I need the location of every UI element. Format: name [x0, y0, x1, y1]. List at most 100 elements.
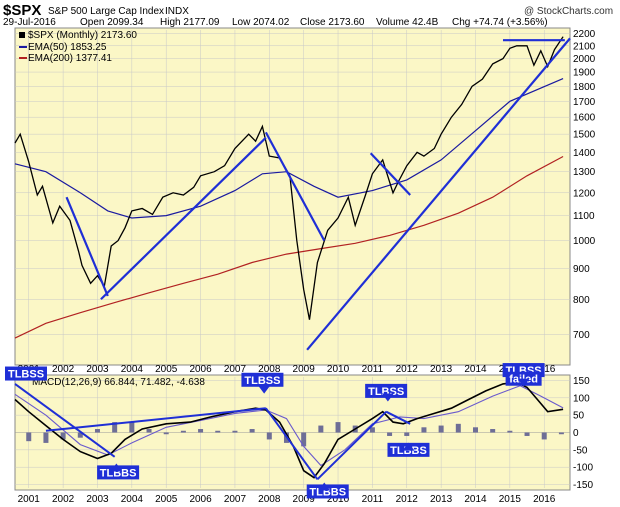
macd-histogram-bar: [232, 430, 238, 433]
macd-histogram: [26, 422, 564, 447]
price-y-tick-label: 1400: [573, 148, 596, 159]
annotation-arrow: [318, 482, 331, 491]
annotations: TLBSSTLBBSTLBSSTLBBSTLBSSTLBBSTLBSSfaile…: [5, 363, 545, 499]
macd-histogram-bar: [507, 430, 513, 433]
macd-histogram-bar: [129, 422, 135, 433]
header-low: Low 2074.02: [232, 17, 290, 28]
annotation-label: TLBBS: [100, 467, 137, 479]
annotation-tlbss: TLBSS: [5, 366, 47, 381]
annotation-box: [241, 372, 284, 387]
annotation-label: TLBSS: [368, 386, 404, 398]
price-y-tick-label: 1600: [573, 113, 596, 124]
annotation-arrow: [402, 442, 415, 451]
macd-histogram-bar: [472, 427, 478, 433]
macd-x-tick-label: 2007: [224, 494, 247, 505]
macd-trendline: [385, 410, 411, 425]
price-grid: [15, 30, 570, 362]
macd-histogram-bar: [163, 432, 169, 435]
macd-x-tick-label: 2009: [293, 494, 316, 505]
annotation-arrow: [110, 463, 123, 472]
price-x-tick-label: 2012: [396, 364, 419, 375]
macd-histogram-bar: [455, 423, 461, 433]
legend-price: $SPX (Monthly) 2173.60: [28, 30, 137, 41]
macd-x-tick-label: 2005: [155, 494, 178, 505]
macd-histogram-bar: [318, 425, 324, 433]
price-trendline: [264, 131, 326, 242]
header-high: High 2177.09: [160, 17, 220, 28]
macd-histogram-bar: [404, 432, 410, 436]
macd-legend: MACD(12,26,9) 66.844, 71.482, -4.638: [32, 377, 205, 388]
price-y-tick-label: 1300: [573, 167, 596, 178]
macd-histogram-bar: [215, 430, 221, 433]
macd-x-tick-label: 2014: [464, 494, 487, 505]
header-change: Chg +74.74 (+3.56%): [452, 17, 548, 28]
price-y-tick-label: 1100: [573, 211, 595, 222]
macd-trendline: [316, 410, 387, 481]
ema50-line: [14, 78, 564, 219]
price-x-tick-label: 2009: [293, 364, 316, 375]
macd-x-tick-label: 2016: [533, 494, 556, 505]
price-y-tick-label: 1200: [573, 188, 596, 199]
macd-y-tick-label: -50: [573, 445, 588, 456]
price-trendline: [369, 152, 412, 196]
price-y-tick-label: 1700: [573, 97, 596, 108]
price-y-tick-label: 1000: [573, 236, 596, 247]
legend-ema50: EMA(50) 1853.25: [28, 42, 107, 53]
macd-y-tick-label: 50: [573, 411, 585, 422]
price-x-tick-label: 2011: [362, 364, 384, 375]
macd-x-tick-label: 2006: [189, 494, 212, 505]
macd-histogram-bar: [43, 432, 49, 443]
price-trendline: [65, 196, 109, 297]
macd-trendline: [45, 407, 266, 432]
header-close: Close 2173.60: [300, 17, 365, 28]
macd-histogram-bar: [301, 432, 307, 447]
header-volume: Volume 42.4B: [376, 17, 439, 28]
price-y-tick-label: 2200: [573, 29, 596, 40]
annotation-arrow: [517, 378, 530, 387]
macd-histogram-bar: [266, 432, 272, 440]
symbol-exchange: INDX: [165, 6, 189, 17]
price-x-tick-label: 2008: [258, 364, 281, 375]
price-x-axis: 2001200220032004200520062007200820092010…: [18, 364, 556, 375]
annotation-label: TLBSS: [8, 369, 44, 381]
price-y-tick-label: 700: [573, 330, 590, 341]
price-y-tick-label: 900: [573, 264, 590, 275]
macd-x-axis: 2001 2002 2003 2004 2005 2006 2007 2008 2009 2010…: [18, 494, 556, 505]
price-x-tick-label: 2004: [121, 364, 144, 375]
price-trendlines: [65, 37, 571, 351]
annotation-arrow: [381, 393, 394, 402]
macd-y-tick-label: 0: [573, 428, 579, 439]
macd-y-axis: 150 100 50 0 -50 -100 -150: [573, 376, 593, 491]
price-trendline: [100, 136, 267, 301]
price-x-tick-label: 2014: [464, 364, 487, 375]
ema200-line: [14, 155, 564, 339]
macd-histogram-bar: [198, 429, 204, 433]
macd-histogram-bar: [558, 432, 564, 435]
price-x-tick-label: 2003: [86, 364, 109, 375]
macd-histogram-bar: [541, 432, 547, 440]
price-x-tick-label: 2005: [155, 364, 178, 375]
annotation-box: [365, 383, 408, 398]
annotation-box: [5, 366, 47, 381]
macd-histogram-bar: [180, 430, 186, 433]
macd-histogram-bar: [524, 432, 530, 436]
price-x-tick-label: 2010: [327, 364, 350, 375]
macd-histogram-bar: [26, 432, 32, 442]
macd-trendline: [265, 407, 319, 480]
macd-y-tick-label: 150: [573, 376, 590, 387]
macd-trendline: [14, 383, 116, 458]
price-y-tick-label: 1800: [573, 82, 596, 93]
annotation-label: TLBSS: [244, 375, 280, 387]
price-y-tick-label: 2100: [573, 41, 596, 52]
price-trendline: [306, 37, 571, 351]
symbol-title: $SPX: [3, 2, 41, 19]
macd-x-tick-label: 2008: [258, 494, 281, 505]
price-y-tick-label: 1500: [573, 130, 596, 141]
price-x-tick-label: 2002: [52, 364, 75, 375]
price-y-tick-label: 2000: [573, 54, 596, 65]
legend-ema200: EMA(200) 1377.41: [28, 53, 112, 64]
annotation-arrow: [258, 385, 271, 394]
macd-x-tick-label: 2015: [499, 494, 522, 505]
macd-y-tick-label: -150: [573, 480, 593, 491]
